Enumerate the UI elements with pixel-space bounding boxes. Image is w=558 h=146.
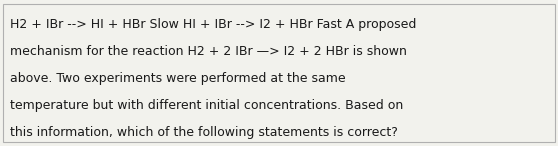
Text: this information, which of the following statements is correct?: this information, which of the following… (10, 126, 398, 139)
Text: mechanism for the reaction H2 + 2 IBr —> I2 + 2 HBr is shown: mechanism for the reaction H2 + 2 IBr —>… (10, 45, 407, 58)
Text: above. Two experiments were performed at the same: above. Two experiments were performed at… (10, 72, 345, 85)
Text: H2 + IBr --> HI + HBr Slow HI + IBr --> I2 + HBr Fast A proposed: H2 + IBr --> HI + HBr Slow HI + IBr --> … (10, 18, 416, 31)
FancyBboxPatch shape (3, 4, 555, 142)
Text: temperature but with different initial concentrations. Based on: temperature but with different initial c… (10, 99, 403, 112)
